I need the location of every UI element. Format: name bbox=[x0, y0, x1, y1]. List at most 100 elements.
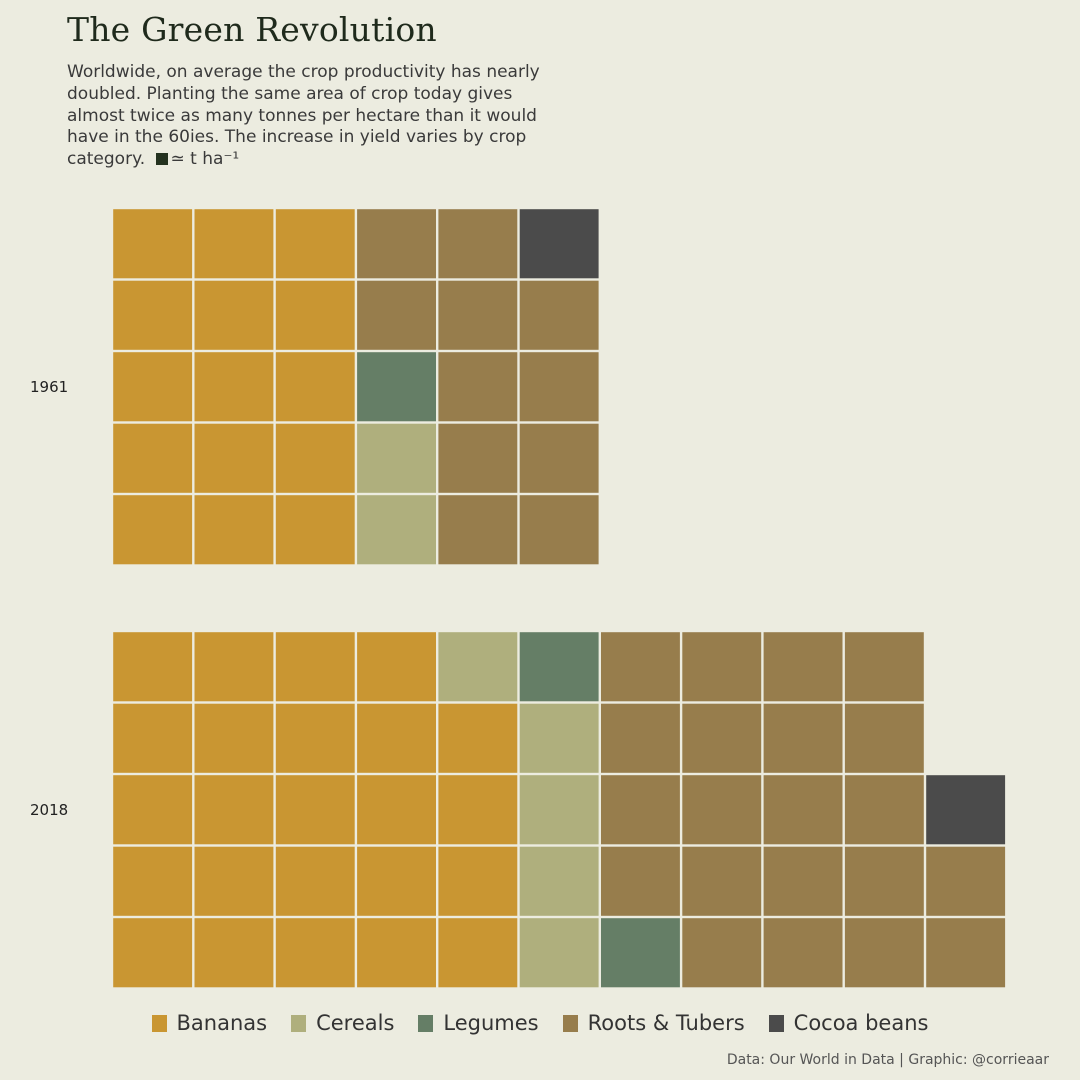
unit-square-icon bbox=[155, 153, 168, 166]
waffle-cell-1961-bananas bbox=[275, 280, 355, 350]
waffle-cell-1961-roots-tubers bbox=[438, 280, 518, 350]
waffle-cell-2018-roots-tubers bbox=[763, 703, 843, 773]
waffle-cell-2018-cocoa-beans bbox=[926, 775, 1006, 845]
legend-item-cocoa-beans: Cocoa beans bbox=[768, 1011, 928, 1035]
waffle-cell-2018-roots-tubers bbox=[844, 775, 924, 845]
waffle-cell-2018-bananas bbox=[275, 703, 355, 773]
waffle-cell-2018-roots-tubers bbox=[926, 846, 1006, 916]
waffle-cell-2018-bananas bbox=[113, 846, 193, 916]
waffle-cell-2018-cereals bbox=[519, 775, 599, 845]
waffle-cell-1961-bananas bbox=[194, 495, 274, 565]
waffle-cell-1961-roots-tubers bbox=[357, 280, 436, 350]
waffle-cell-1961-cocoa-beans bbox=[519, 209, 599, 279]
chart-subtitle: Worldwide, on average the crop productiv… bbox=[67, 62, 557, 171]
waffle-cell-1961-bananas bbox=[275, 495, 355, 565]
panel-label-2018: 2018 bbox=[30, 801, 68, 819]
waffle-cell-2018-bananas bbox=[113, 703, 193, 773]
waffle-cell-2018-cereals bbox=[519, 918, 599, 988]
waffle-cell-1961-bananas bbox=[194, 423, 274, 493]
waffle-cell-2018-cereals bbox=[519, 846, 599, 916]
caption: Data: Our World in Data | Graphic: @corr… bbox=[726, 1052, 1049, 1068]
waffle-cell-1961-legumes bbox=[357, 352, 436, 422]
waffle-cell-1961-bananas bbox=[113, 209, 193, 279]
subtitle-text: Worldwide, on average the crop productiv… bbox=[67, 62, 540, 170]
waffle-cell-2018-bananas bbox=[438, 918, 518, 988]
legend-label-bananas: Bananas bbox=[176, 1011, 268, 1035]
waffle-cell-2018-legumes bbox=[601, 918, 680, 988]
waffle-cell-1961-bananas bbox=[194, 352, 274, 422]
chart-title: The Green Revolution bbox=[67, 10, 437, 49]
waffle-cell-2018-bananas bbox=[275, 632, 355, 702]
waffle-cell-2018-roots-tubers bbox=[682, 703, 762, 773]
waffle-cell-2018-roots-tubers bbox=[763, 775, 843, 845]
legend-swatch-legumes bbox=[418, 1014, 434, 1032]
unit-symbol: ≃ t ha⁻¹ bbox=[170, 149, 240, 170]
waffle-cell-2018-roots-tubers bbox=[682, 918, 762, 988]
waffle-cell-1961-roots-tubers bbox=[438, 423, 518, 493]
waffle-cell-1961-bananas bbox=[194, 209, 274, 279]
waffle-cell-2018-roots-tubers bbox=[844, 632, 924, 702]
legend-item-roots-tubers: Roots & Tubers bbox=[562, 1011, 745, 1035]
waffle-cell-2018-bananas bbox=[357, 846, 436, 916]
waffle-cell-1961-bananas bbox=[113, 495, 193, 565]
waffle-cell-2018-roots-tubers bbox=[763, 918, 843, 988]
waffle-cell-2018-bananas bbox=[357, 703, 436, 773]
legend-swatch-cocoa-beans bbox=[768, 1014, 784, 1032]
waffle-cell-2018-cereals bbox=[519, 703, 599, 773]
waffle-cell-2018-roots-tubers bbox=[601, 632, 680, 702]
waffle-cell-2018-bananas bbox=[357, 918, 436, 988]
waffle-cell-2018-bananas bbox=[275, 775, 355, 845]
legend-item-bananas: Bananas bbox=[151, 1011, 268, 1035]
waffle-cell-1961-bananas bbox=[275, 209, 355, 279]
legend-label-legumes: Legumes bbox=[443, 1011, 539, 1035]
legend-swatch-bananas bbox=[151, 1014, 167, 1032]
waffle-cell-2018-bananas bbox=[113, 775, 193, 845]
waffle-cell-2018-roots-tubers bbox=[601, 775, 680, 845]
waffle-chart: 1961 2018 bbox=[30, 209, 1006, 988]
panel-label-1961: 1961 bbox=[30, 378, 68, 396]
legend-item-legumes: Legumes bbox=[418, 1011, 539, 1035]
waffle-cell-1961-bananas bbox=[194, 280, 274, 350]
waffle-cell-2018-bananas bbox=[194, 846, 274, 916]
waffle-cell-2018-roots-tubers bbox=[844, 918, 924, 988]
waffle-cell-1961-roots-tubers bbox=[519, 352, 599, 422]
waffle-cell-1961-roots-tubers bbox=[519, 495, 599, 565]
legend: Bananas Cereals Legumes Roots & Tubers Cocoa… bbox=[0, 1011, 1080, 1035]
waffle-cell-2018-roots-tubers bbox=[601, 703, 680, 773]
waffle-cell-2018-roots-tubers bbox=[844, 846, 924, 916]
waffle-cell-1961-bananas bbox=[113, 280, 193, 350]
waffle-cell-2018-bananas bbox=[357, 632, 436, 702]
waffle-cell-2018-roots-tubers bbox=[763, 632, 843, 702]
waffle-cell-1961-bananas bbox=[113, 423, 193, 493]
waffle-cell-2018-legumes bbox=[519, 632, 599, 702]
waffle-cell-1961-roots-tubers bbox=[519, 280, 599, 350]
waffle-cell-2018-bananas bbox=[113, 918, 193, 988]
waffle-cell-1961-bananas bbox=[275, 423, 355, 493]
waffle-cell-2018-roots-tubers bbox=[601, 846, 680, 916]
waffle-cell-1961-roots-tubers bbox=[438, 495, 518, 565]
waffle-cell-2018-bananas bbox=[194, 703, 274, 773]
waffle-cell-2018-bananas bbox=[438, 846, 518, 916]
waffle-cell-2018-roots-tubers bbox=[682, 775, 762, 845]
waffle-cell-1961-roots-tubers bbox=[357, 209, 436, 279]
waffle-cell-2018-roots-tubers bbox=[926, 918, 1006, 988]
waffle-cell-1961-cereals bbox=[357, 423, 436, 493]
legend-swatch-roots-tubers bbox=[562, 1014, 578, 1032]
waffle-cell-2018-bananas bbox=[194, 775, 274, 845]
waffle-cell-1961-bananas bbox=[275, 352, 355, 422]
legend-item-cereals: Cereals bbox=[291, 1011, 394, 1035]
waffle-cell-2018-bananas bbox=[357, 775, 436, 845]
waffle-cell-2018-cereals bbox=[438, 632, 518, 702]
waffle-cell-2018-bananas bbox=[194, 918, 274, 988]
unit-note: ≃ t ha⁻¹ bbox=[151, 149, 240, 170]
waffle-cell-1961-bananas bbox=[113, 352, 193, 422]
waffle-cell-1961-roots-tubers bbox=[438, 209, 518, 279]
waffle-cell-1961-roots-tubers bbox=[519, 423, 599, 493]
waffle-cell-2018-bananas bbox=[275, 846, 355, 916]
waffle-cell-2018-bananas bbox=[438, 703, 518, 773]
legend-swatch-cereals bbox=[291, 1014, 307, 1032]
waffle-cell-2018-roots-tubers bbox=[682, 846, 762, 916]
waffle-cell-2018-roots-tubers bbox=[763, 846, 843, 916]
waffle-cell-2018-roots-tubers bbox=[844, 703, 924, 773]
waffle-cell-2018-bananas bbox=[194, 632, 274, 702]
